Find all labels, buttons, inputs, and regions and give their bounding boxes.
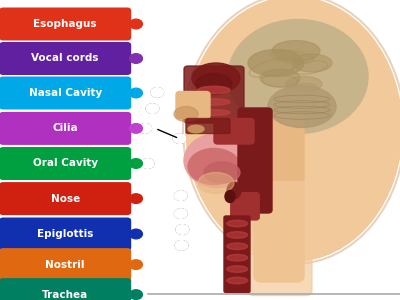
Ellipse shape xyxy=(198,99,230,105)
Text: Cilia: Cilia xyxy=(52,123,78,134)
FancyBboxPatch shape xyxy=(186,118,230,134)
Circle shape xyxy=(146,104,159,113)
FancyBboxPatch shape xyxy=(0,278,131,300)
Circle shape xyxy=(130,229,142,239)
Ellipse shape xyxy=(227,220,248,227)
Ellipse shape xyxy=(198,86,230,94)
Ellipse shape xyxy=(286,76,322,92)
FancyBboxPatch shape xyxy=(176,92,210,118)
Ellipse shape xyxy=(188,125,204,133)
Ellipse shape xyxy=(225,190,235,202)
Text: Trachea: Trachea xyxy=(42,290,88,300)
FancyBboxPatch shape xyxy=(254,114,304,282)
Text: Oral Cavity: Oral Cavity xyxy=(33,158,98,169)
Ellipse shape xyxy=(227,243,248,250)
Circle shape xyxy=(174,209,187,218)
Ellipse shape xyxy=(198,172,234,194)
Circle shape xyxy=(130,194,142,203)
Circle shape xyxy=(174,191,187,200)
Text: Esophagus: Esophagus xyxy=(34,19,97,29)
FancyBboxPatch shape xyxy=(0,76,131,110)
Ellipse shape xyxy=(260,69,300,87)
FancyBboxPatch shape xyxy=(214,118,254,144)
Circle shape xyxy=(130,124,142,133)
Ellipse shape xyxy=(227,182,241,199)
Ellipse shape xyxy=(196,74,232,94)
Circle shape xyxy=(141,159,154,168)
Circle shape xyxy=(139,124,152,133)
Circle shape xyxy=(151,88,164,97)
Text: Nasal Cavity: Nasal Cavity xyxy=(28,88,102,98)
Ellipse shape xyxy=(227,232,248,238)
Circle shape xyxy=(130,54,142,63)
FancyBboxPatch shape xyxy=(238,108,272,213)
Ellipse shape xyxy=(292,54,332,72)
Text: Epiglottis: Epiglottis xyxy=(37,229,93,239)
Ellipse shape xyxy=(174,106,198,122)
FancyBboxPatch shape xyxy=(0,112,131,145)
Ellipse shape xyxy=(186,0,400,261)
FancyBboxPatch shape xyxy=(0,42,131,75)
FancyBboxPatch shape xyxy=(0,8,131,41)
FancyBboxPatch shape xyxy=(248,182,312,296)
Ellipse shape xyxy=(192,63,240,93)
Ellipse shape xyxy=(204,162,240,183)
Ellipse shape xyxy=(188,148,240,184)
Circle shape xyxy=(130,290,142,299)
Ellipse shape xyxy=(198,110,230,116)
Ellipse shape xyxy=(272,40,320,61)
Ellipse shape xyxy=(227,254,248,261)
Ellipse shape xyxy=(228,20,368,134)
Ellipse shape xyxy=(268,85,336,128)
Circle shape xyxy=(130,88,142,98)
Ellipse shape xyxy=(227,266,248,272)
Circle shape xyxy=(130,159,142,168)
Circle shape xyxy=(173,134,186,143)
Ellipse shape xyxy=(184,134,252,188)
Text: Nose: Nose xyxy=(50,194,80,204)
Circle shape xyxy=(130,260,142,269)
FancyBboxPatch shape xyxy=(0,182,131,215)
Text: Vocal cords: Vocal cords xyxy=(32,53,99,64)
FancyBboxPatch shape xyxy=(231,193,259,220)
Ellipse shape xyxy=(248,50,304,76)
Circle shape xyxy=(175,241,188,250)
Circle shape xyxy=(130,19,142,29)
Ellipse shape xyxy=(227,277,248,284)
Text: Nostril: Nostril xyxy=(46,260,85,270)
FancyBboxPatch shape xyxy=(0,218,131,250)
Ellipse shape xyxy=(202,6,386,234)
FancyBboxPatch shape xyxy=(0,248,131,281)
FancyBboxPatch shape xyxy=(0,147,131,180)
FancyBboxPatch shape xyxy=(224,216,250,292)
FancyBboxPatch shape xyxy=(184,66,244,123)
Circle shape xyxy=(176,225,189,234)
